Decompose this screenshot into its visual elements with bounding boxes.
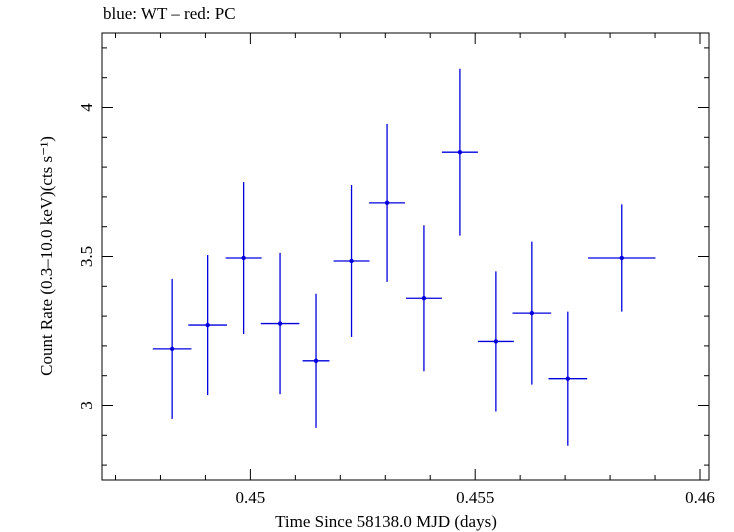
data-point [152,278,192,419]
y-axis-label: Count Rate (0.3–10.0 keV)(cts s⁻¹) [37,136,56,376]
data-marker [205,322,210,328]
axis-ticks [102,33,709,480]
data-marker [169,346,175,352]
chart-title: blue: WT – red: PC [103,4,236,23]
data-marker [277,321,283,326]
y-tick-label: 3 [77,401,96,410]
y-tick-label: 3.5 [77,246,96,267]
data-marker [619,255,624,261]
data-point [477,271,514,412]
data-marker [349,258,354,264]
data-point [512,241,552,385]
x-tick-label: 0.455 [456,488,494,507]
data-marker [384,200,390,206]
data-point [302,293,330,428]
x-axis-label: Time Since 58138.0 MJD (days) [275,512,497,531]
data-series [152,68,656,446]
data-point [369,123,406,282]
data-marker [493,339,499,344]
data-point [225,182,262,334]
data-point [333,184,370,337]
plot-frame [101,32,710,481]
data-marker [565,376,571,381]
data-point [441,68,478,236]
data-marker [313,358,319,363]
data-point [188,255,227,396]
x-tick-label: 0.45 [236,488,266,507]
data-point [588,204,656,312]
y-tick-label: 4 [77,103,96,112]
x-tick-label: 0.46 [685,488,715,507]
data-marker [457,150,463,155]
data-marker [529,310,535,316]
data-marker [241,255,246,261]
data-point [548,311,588,446]
data-point [260,252,300,395]
tick-labels: 0.45 0.455 0.46 3 3.5 4 [77,103,715,507]
data-point [405,225,442,372]
data-marker [421,296,427,301]
